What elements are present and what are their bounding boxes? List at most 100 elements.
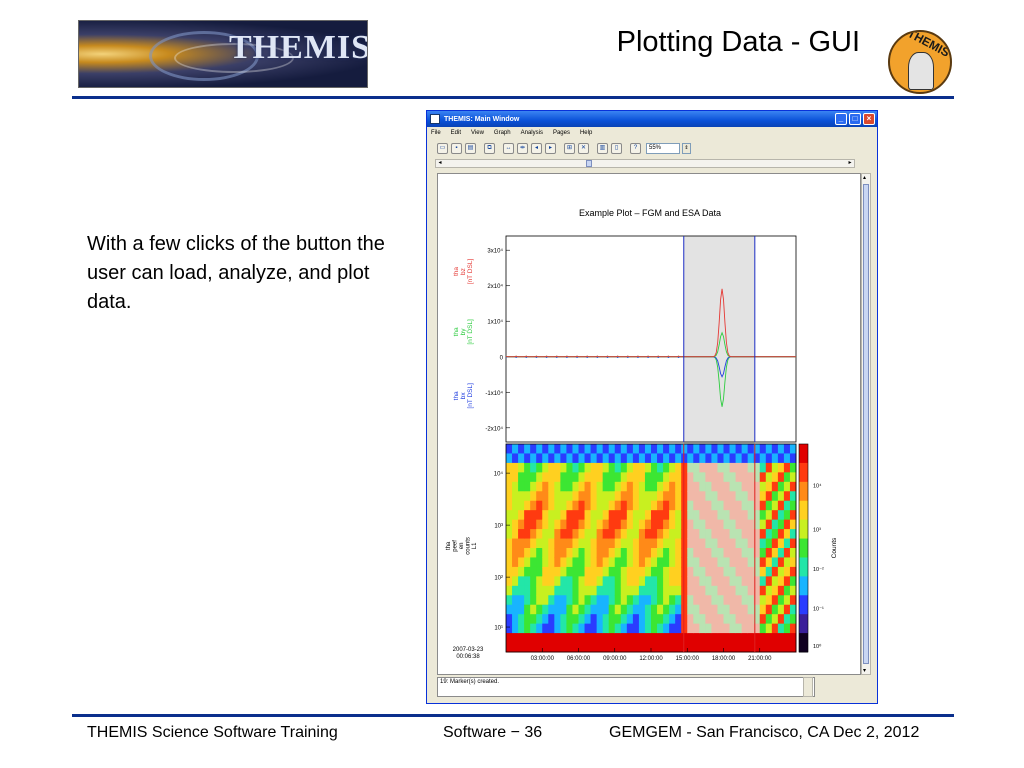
page-icon[interactable]: ▯ bbox=[611, 142, 622, 154]
spectrogram-cell bbox=[723, 519, 731, 530]
colorbar-tick-label: 10⁻² bbox=[813, 567, 824, 573]
spectrogram-cell bbox=[632, 510, 640, 521]
scroll-left-icon[interactable]: ◂ bbox=[531, 142, 542, 154]
spectrogram-cell bbox=[675, 481, 682, 492]
colorbar-label: Counts bbox=[831, 537, 838, 558]
spectrogram-cell bbox=[596, 623, 604, 634]
spectrogram-cell bbox=[596, 491, 604, 502]
spectrogram-cell bbox=[608, 585, 616, 596]
colorbar-tick-label: 10³ bbox=[813, 527, 821, 533]
expand-icon[interactable]: ↔ bbox=[503, 142, 514, 154]
spectrogram-cell bbox=[626, 566, 634, 577]
maximize-icon[interactable]: □ bbox=[849, 113, 861, 125]
horizontal-scrollbar[interactable]: ◂ ▸ bbox=[435, 159, 855, 168]
vertical-scrollbar[interactable]: ▴ ▾ bbox=[861, 173, 871, 675]
close-icon[interactable]: × bbox=[863, 113, 875, 125]
spectrogram-cell bbox=[518, 519, 525, 530]
spectrogram-cell bbox=[536, 538, 543, 549]
save-icon[interactable]: ▪ bbox=[451, 142, 462, 154]
spectrogram-cell bbox=[560, 566, 567, 577]
spectrogram-cell bbox=[590, 604, 598, 615]
menu-edit[interactable]: Edit bbox=[450, 129, 462, 136]
spectrogram-cell bbox=[566, 529, 573, 540]
spectrogram-cell bbox=[542, 481, 549, 492]
scroll-up-arrow-icon[interactable]: ▴ bbox=[863, 175, 867, 181]
spectrogram-cell bbox=[632, 519, 640, 530]
spectrogram-cell bbox=[572, 453, 579, 464]
spectrogram-cell bbox=[584, 500, 592, 511]
help-icon[interactable]: ? bbox=[630, 142, 641, 154]
spectrogram-cell bbox=[536, 576, 543, 587]
spectrogram-cell bbox=[705, 548, 712, 558]
spectrogram-cell bbox=[735, 548, 743, 558]
spectrogram-cell bbox=[614, 548, 622, 558]
spectrogram-cell bbox=[669, 519, 676, 530]
spectrogram-cell bbox=[687, 472, 694, 483]
spectrogram-cell bbox=[620, 604, 628, 615]
print-icon[interactable]: ▤ bbox=[465, 142, 476, 154]
spectrogram-cell bbox=[693, 444, 700, 454]
spectrogram-cell bbox=[608, 566, 616, 577]
spectrogram-cell bbox=[596, 642, 604, 653]
spectrogram-cell bbox=[572, 462, 579, 473]
spectrogram-cell bbox=[771, 633, 779, 644]
spectrogram-cell bbox=[590, 595, 598, 606]
menu-file[interactable]: File bbox=[431, 129, 441, 136]
scroll-right-arrow-icon[interactable]: ▸ bbox=[848, 160, 852, 166]
spectrogram-cell bbox=[651, 444, 658, 454]
menu-view[interactable]: View bbox=[471, 129, 484, 136]
window-titlebar[interactable]: THEMIS: Main Window _ □ × bbox=[427, 111, 877, 127]
marker-icon[interactable]: ⊞ bbox=[564, 142, 575, 154]
zoom-spinner-icon[interactable]: ⇕ bbox=[682, 142, 691, 154]
menu-graph[interactable]: Graph bbox=[493, 129, 511, 136]
spectrogram-cell bbox=[554, 623, 561, 634]
spectrogram-cell bbox=[638, 633, 646, 644]
zoom-input[interactable]: 55% bbox=[646, 142, 680, 154]
spectrogram-cell bbox=[632, 491, 640, 502]
menu-analysis[interactable]: Analysis bbox=[520, 129, 543, 136]
spectrogram-cell bbox=[687, 585, 694, 596]
spectrogram-cell bbox=[542, 500, 549, 511]
spectrogram-cell bbox=[699, 519, 706, 530]
spectrogram-cell bbox=[765, 472, 773, 483]
plot-canvas[interactable]: Example Plot – FGM and ESA Data 3x10⁴ 2x10… bbox=[437, 173, 861, 675]
spectrogram-cell bbox=[657, 529, 664, 540]
scroll-left-arrow-icon[interactable]: ◂ bbox=[438, 160, 442, 166]
status-scrollbar[interactable] bbox=[803, 677, 813, 697]
colorbar-segment bbox=[799, 519, 808, 540]
vertical-scroll-thumb[interactable] bbox=[863, 184, 869, 664]
spectrogram-cell bbox=[771, 557, 779, 568]
horizontal-scroll-thumb[interactable] bbox=[586, 160, 592, 167]
spectrogram-cell bbox=[596, 444, 604, 454]
spectrogram-cell bbox=[705, 633, 712, 644]
spectrogram-cell bbox=[506, 633, 513, 644]
spectrogram-cell bbox=[765, 519, 773, 530]
delete-marker-icon[interactable]: ✕ bbox=[578, 142, 589, 154]
spectrogram-cell bbox=[548, 481, 555, 492]
spectrogram-cell bbox=[560, 623, 567, 634]
spectrogram-cell bbox=[663, 595, 670, 606]
spectrogram-cell bbox=[644, 510, 652, 521]
spectrogram-cell bbox=[524, 444, 531, 454]
shrink-icon[interactable]: ⇹ bbox=[517, 142, 528, 154]
spectrogram-cell bbox=[620, 548, 628, 558]
spectrogram-cell bbox=[566, 566, 573, 577]
panel1-tick-label: 3x10⁴ bbox=[487, 248, 503, 255]
menu-pages[interactable]: Pages bbox=[552, 129, 570, 136]
spectrogram-cell bbox=[705, 491, 712, 502]
scroll-right-icon[interactable]: ▸ bbox=[545, 142, 556, 154]
scroll-down-arrow-icon[interactable]: ▾ bbox=[863, 668, 867, 674]
layout-icon[interactable]: ▥ bbox=[597, 142, 608, 154]
spectrogram-cell bbox=[632, 481, 640, 492]
panel2-axis-label: counts bbox=[466, 537, 472, 555]
copy-icon[interactable]: ⧉ bbox=[484, 142, 495, 154]
spectrogram-cell bbox=[602, 548, 610, 558]
spectrogram-cell bbox=[681, 585, 688, 596]
menu-help[interactable]: Help bbox=[579, 129, 593, 136]
spectrogram-cell bbox=[590, 585, 598, 596]
spectrogram-cell bbox=[614, 462, 622, 473]
spectrogram-cell bbox=[753, 585, 761, 596]
minimize-icon[interactable]: _ bbox=[835, 113, 847, 125]
spectrogram-cell bbox=[614, 595, 622, 606]
open-folder-icon[interactable]: ▭ bbox=[437, 142, 448, 154]
